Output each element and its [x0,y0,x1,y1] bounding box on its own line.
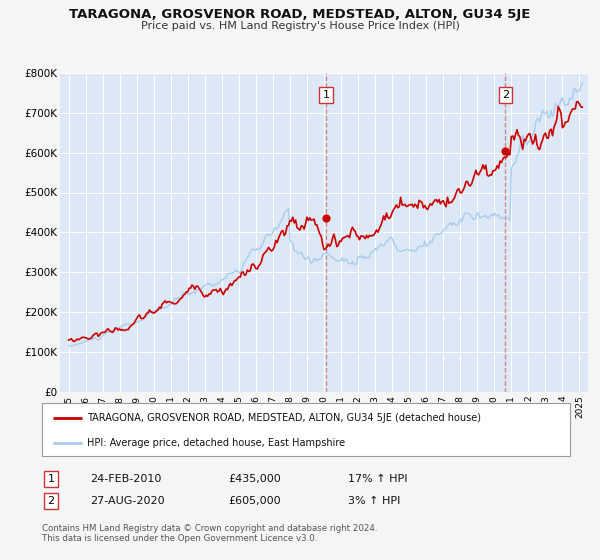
Text: £605,000: £605,000 [228,496,281,506]
Text: Contains HM Land Registry data © Crown copyright and database right 2024.
This d: Contains HM Land Registry data © Crown c… [42,524,377,543]
Text: 17% ↑ HPI: 17% ↑ HPI [348,474,407,484]
Text: £435,000: £435,000 [228,474,281,484]
Text: TARAGONA, GROSVENOR ROAD, MEDSTEAD, ALTON, GU34 5JE: TARAGONA, GROSVENOR ROAD, MEDSTEAD, ALTO… [70,8,530,21]
Text: 24-FEB-2010: 24-FEB-2010 [90,474,161,484]
Point [321,214,331,223]
FancyBboxPatch shape [42,403,570,456]
Point [500,146,510,155]
Text: 2: 2 [47,496,55,506]
Text: 1: 1 [47,474,55,484]
Text: Price paid vs. HM Land Registry's House Price Index (HPI): Price paid vs. HM Land Registry's House … [140,21,460,31]
Text: 2: 2 [502,90,509,100]
Text: HPI: Average price, detached house, East Hampshire: HPI: Average price, detached house, East… [87,438,345,448]
Text: 27-AUG-2020: 27-AUG-2020 [90,496,164,506]
Text: 3% ↑ HPI: 3% ↑ HPI [348,496,400,506]
Text: TARAGONA, GROSVENOR ROAD, MEDSTEAD, ALTON, GU34 5JE (detached house): TARAGONA, GROSVENOR ROAD, MEDSTEAD, ALTO… [87,413,481,423]
Text: 1: 1 [323,90,329,100]
